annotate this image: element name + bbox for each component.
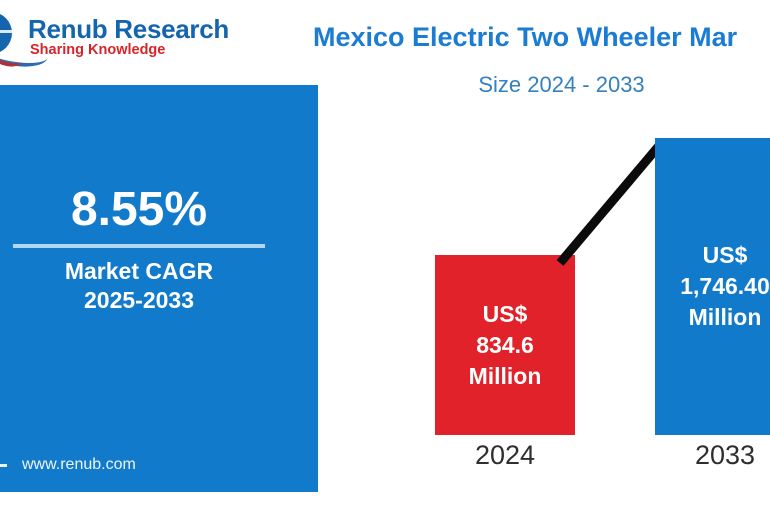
website-url: www.renub.com bbox=[22, 456, 136, 473]
bar-2033: US$ 1,746.40 Million bbox=[655, 138, 770, 435]
bar-2024: US$ 834.6 Million bbox=[435, 255, 575, 435]
globe-icon-line bbox=[0, 30, 12, 33]
page-subtitle: Size 2024 - 2033 bbox=[478, 72, 645, 97]
bar-2033-value-line: Million bbox=[688, 304, 762, 330]
bar-2024-value-line: Million bbox=[468, 362, 542, 389]
x-axis-label-2024: 2024 bbox=[474, 440, 536, 470]
cagr-value: 8.55% bbox=[70, 183, 208, 236]
globe-icon bbox=[0, 12, 12, 54]
bar-2024-value-line: US$ bbox=[482, 300, 528, 327]
logo-brand-name: Renub Research bbox=[28, 14, 229, 44]
cagr-content: 8.55% Market CAGR 2025-2033 bbox=[0, 183, 278, 315]
dash-icon bbox=[0, 464, 7, 467]
cagr-label-line2: 2025-2033 bbox=[84, 287, 194, 313]
cagr-label-line1: Market CAGR bbox=[64, 258, 214, 284]
page-title: Mexico Electric Two Wheeler Mar bbox=[313, 22, 738, 52]
bar-2033-value-line: 1,746.40 bbox=[680, 273, 770, 299]
bar-2033-value-line: US$ bbox=[702, 242, 748, 268]
cagr-panel: 8.55% Market CAGR 2025-2033 www.renub.co… bbox=[0, 85, 318, 492]
x-axis-label-2033: 2033 bbox=[694, 440, 756, 470]
bar-2024-value-line: 834.6 bbox=[476, 331, 534, 358]
cagr-divider bbox=[13, 244, 265, 248]
logo-tagline: Sharing Knowledge bbox=[30, 42, 166, 58]
